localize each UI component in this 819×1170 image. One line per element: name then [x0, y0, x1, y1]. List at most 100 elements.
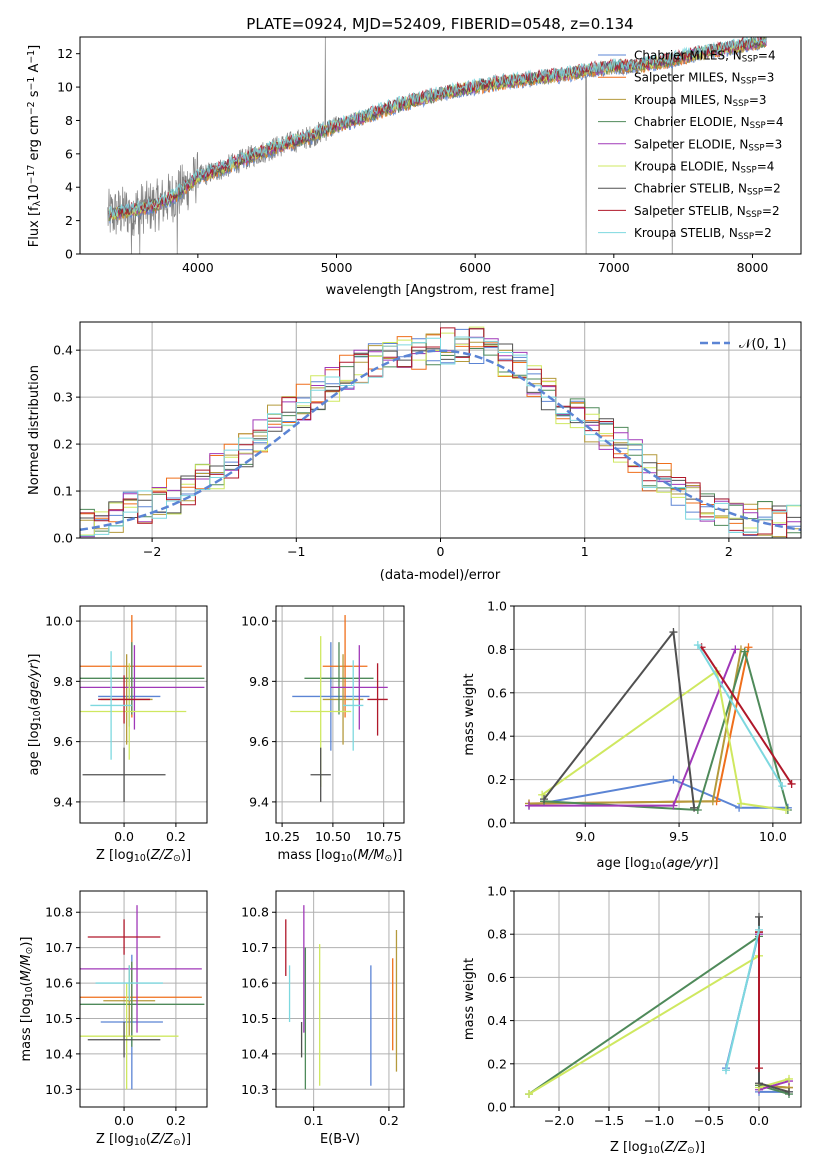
- y-tick-label: 0.4: [487, 1013, 507, 1028]
- mass-weight-line-salpeter_stelib: [700, 646, 793, 785]
- y-tick-label: 2: [65, 213, 73, 228]
- label-part: 10: [24, 986, 35, 998]
- y-tick-label: 10.0: [241, 614, 269, 629]
- y-axis-label: mass [log10(M/M⊙)]: [19, 937, 35, 1062]
- label-part: Chabrier MILES, N: [634, 49, 742, 63]
- marker-salpeter_stelib: [787, 779, 796, 788]
- y-tick-label: 10.6: [45, 976, 73, 991]
- y-tick-label: 0.2: [487, 772, 507, 787]
- y-tick-label: 0.3: [53, 390, 73, 405]
- mass-weight-line-kroupa_stelib: [696, 644, 784, 787]
- label-part: (: [146, 848, 151, 863]
- label-part: Z [log: [96, 848, 134, 863]
- label-part: (: [19, 981, 34, 986]
- label-part: ⊙: [173, 853, 181, 864]
- x-tick-label: −2: [143, 544, 161, 559]
- marker-chabrier_miles: [669, 775, 678, 784]
- mass-weight-line-kroupa_stelib: [725, 929, 760, 1071]
- mass-weight-line-salpeter_elodie: [758, 934, 790, 1092]
- x-tick-label: 10.0: [759, 829, 787, 844]
- x-tick-label: 2: [725, 544, 733, 559]
- x-tick-label: 0.1: [304, 1113, 324, 1128]
- marker-kroupa_elodie: [736, 799, 745, 808]
- x-tick-label: 10.75: [366, 829, 402, 844]
- label-part: 10: [650, 861, 662, 872]
- label-part: Salpeter MILES, N: [634, 71, 741, 85]
- y-tick-label: 9.8: [53, 674, 73, 689]
- plot-area: [80, 905, 205, 1090]
- panel-massweight_vs_age: 9.0 9.5 10.0 0.0 0.2 0.4 0.6 0.8 1.0: [487, 599, 802, 844]
- y-tick-label: 10.8: [241, 905, 269, 920]
- label-part: E(B-V): [320, 1132, 360, 1147]
- plot-area: [80, 615, 205, 802]
- y-tick-label: 10.4: [45, 1046, 73, 1061]
- y-tick-label: 6: [65, 146, 73, 161]
- label-part: Salpeter STELIB, N: [634, 204, 746, 218]
- y-tick-label: 0: [65, 247, 73, 262]
- x-tick-label: 1: [581, 544, 589, 559]
- y-axis-label: mass weight: [462, 673, 477, 755]
- label-part: SSP: [747, 188, 763, 198]
- label-part: )]: [181, 848, 191, 863]
- mass-weight-line-kroupa_miles: [758, 934, 790, 1089]
- axes-frame: [79, 321, 802, 539]
- label-part: −1: [26, 77, 37, 91]
- label-part: =4: [758, 49, 776, 63]
- label-part: M/M: [358, 848, 385, 863]
- y-tick-label: 9.6: [249, 734, 269, 749]
- y-tick-label: 0.6: [487, 685, 507, 700]
- label-part: Chabrier STELIB, N: [634, 182, 747, 196]
- label-part: =4: [757, 160, 775, 174]
- x-tick-label: 7000: [598, 260, 630, 275]
- label-part: age/yr: [27, 662, 42, 705]
- legend-label-salpeter_stelib: Salpeter STELIB, NSSP=2: [634, 204, 780, 220]
- marker-chabrier_stelib: [785, 1087, 793, 1096]
- label-part: λ: [32, 200, 43, 206]
- grid: [276, 891, 404, 1107]
- label-part: ⊙: [384, 853, 392, 864]
- label-part: s: [27, 90, 42, 101]
- label-part: Z/Z: [150, 1132, 174, 1147]
- label-part: A: [27, 64, 42, 77]
- label-part: (: [660, 1140, 665, 1155]
- label-part: Kroupa MILES, N: [634, 93, 733, 107]
- x-tick-label: 8000: [737, 260, 769, 275]
- grid: [276, 606, 404, 823]
- mass-weight-line-chabrier_miles: [528, 778, 788, 809]
- y-axis-label: age [log10(age/yr)]: [27, 653, 43, 775]
- chart-title: PLATE=0924, MJD=52409, FIBERID=0548, z=0…: [246, 15, 633, 33]
- axes-frame: [275, 890, 405, 1108]
- marker-kroupa_stelib: [755, 925, 763, 934]
- x-tick-label: 9.5: [669, 829, 689, 844]
- label-part: =2: [762, 204, 780, 218]
- grid: [80, 891, 207, 1107]
- label-part: SSP: [746, 210, 762, 220]
- plot-area: [525, 912, 793, 1099]
- x-axis-label: E(B-V): [320, 1132, 360, 1147]
- x-tick-label: −0.5: [694, 1113, 724, 1128]
- legend-label-normal: 𝒩(0, 1): [739, 337, 786, 352]
- label-part: −1: [26, 50, 37, 64]
- plot-area: [285, 905, 398, 1090]
- x-tick-label: 0.0: [749, 1113, 769, 1128]
- marker-salpeter_elodie: [731, 645, 740, 654]
- marker-kroupa_miles: [708, 797, 717, 806]
- label-part: Salpeter ELODIE, N: [634, 137, 748, 151]
- panel-spectrum: 4000 5000 6000 7000 8000 0 2 4 6 8 10 12: [57, 36, 802, 275]
- y-tick-label: 10.5: [241, 1011, 269, 1026]
- label-part: age [log: [27, 722, 42, 775]
- marker-kroupa_elodie: [781, 805, 790, 814]
- marker-kroupa_elodie: [785, 1074, 793, 1083]
- label-part: SSP: [733, 99, 749, 109]
- x-tick-label: 0.0: [114, 1113, 134, 1128]
- x-tick-label: 4000: [182, 260, 214, 275]
- panel-mass_vs_ebv: 0.1 0.2 10.3 10.4 10.5 10.6 10.7 10.8: [241, 890, 405, 1128]
- label-part: ⊙: [687, 1145, 695, 1156]
- label-part: Flux [f: [27, 206, 42, 247]
- x-axis-label: Z [log10(Z/Z⊙)]: [96, 1132, 191, 1148]
- marker-chabrier_elodie: [740, 647, 749, 656]
- y-tick-label: 8: [65, 113, 73, 128]
- panel-residual_hist: −2 −1 0 1 2 0.0 0.1 0.2 0.3 0.4: [53, 321, 802, 559]
- y-tick-label: 0.2: [53, 437, 73, 452]
